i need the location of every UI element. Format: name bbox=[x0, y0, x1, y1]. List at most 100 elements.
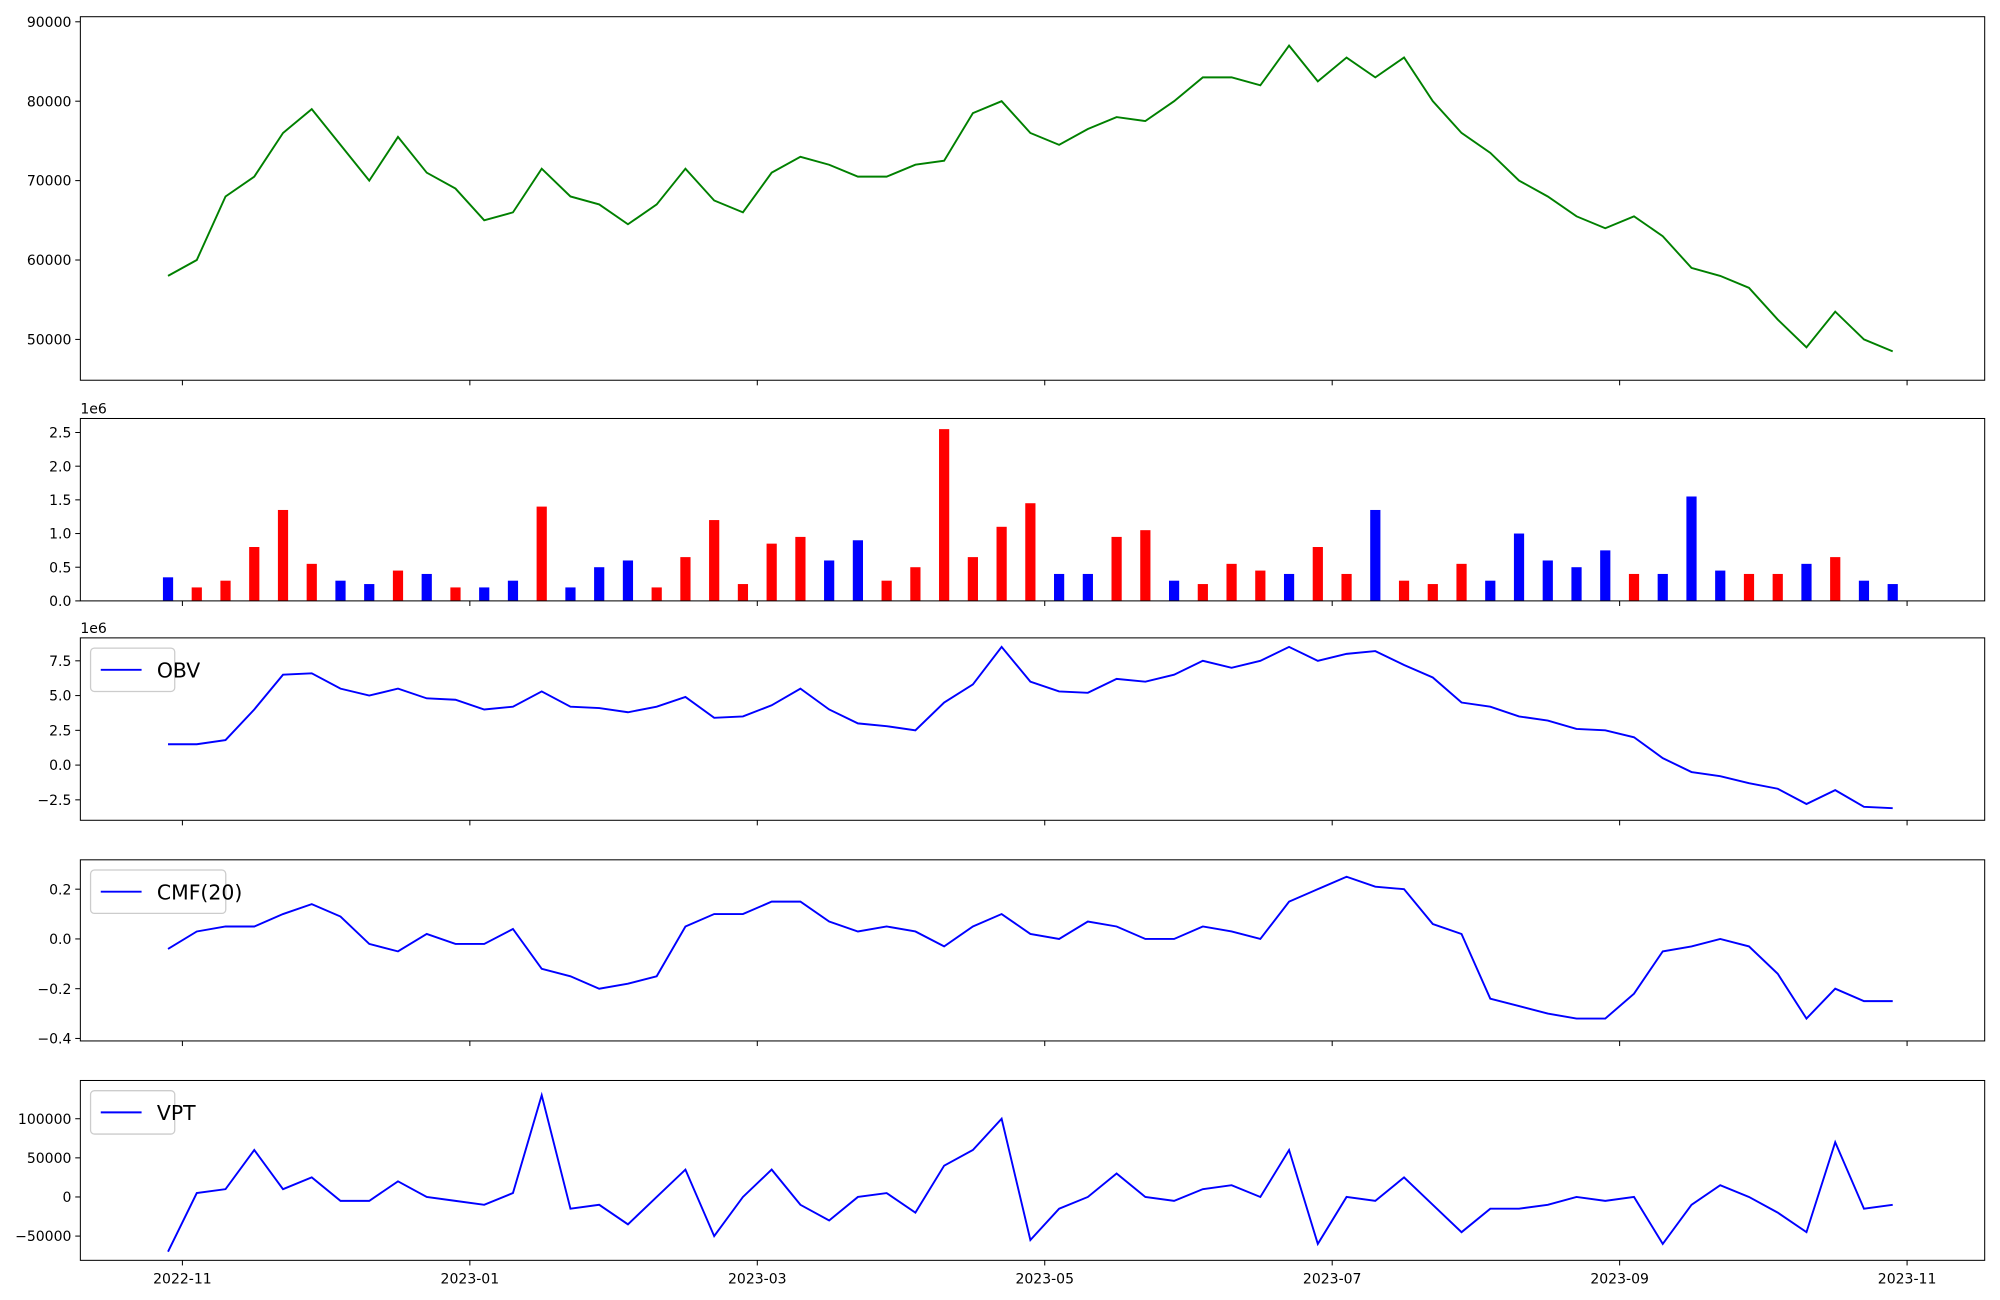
bar bbox=[1197, 584, 1208, 601]
x-tick-label: 2023-07 bbox=[1303, 1271, 1362, 1287]
y-tick-label: 70000 bbox=[27, 174, 72, 190]
bar bbox=[306, 563, 317, 601]
bar bbox=[1226, 563, 1237, 601]
panel-frame bbox=[79, 16, 1986, 381]
x-tick-label: 2023-09 bbox=[1590, 1271, 1649, 1287]
y-tick-label: 100000 bbox=[18, 1112, 72, 1128]
line-series bbox=[167, 44, 1894, 353]
bar bbox=[1887, 584, 1898, 601]
bar bbox=[737, 584, 749, 601]
bar bbox=[939, 429, 950, 601]
bar bbox=[1370, 509, 1381, 601]
bar bbox=[1341, 573, 1352, 601]
bar bbox=[680, 557, 691, 601]
bar bbox=[220, 580, 231, 601]
bar bbox=[1600, 550, 1611, 601]
y-tick-label: 1.5 bbox=[49, 493, 71, 509]
bar bbox=[709, 520, 720, 601]
y-tick-label: 0.0 bbox=[49, 932, 71, 948]
bar bbox=[479, 587, 490, 601]
bar bbox=[1025, 503, 1036, 601]
bar bbox=[795, 536, 806, 601]
y-tick-label: 50000 bbox=[27, 1151, 72, 1167]
bar bbox=[1082, 573, 1093, 601]
y-tick-label: 5.0 bbox=[49, 689, 71, 705]
bar bbox=[1743, 573, 1755, 601]
line-series bbox=[167, 875, 1893, 1021]
bar bbox=[1801, 563, 1812, 601]
line-series bbox=[167, 1091, 1893, 1253]
panel-frame bbox=[79, 417, 1986, 602]
y-tick-label: 60000 bbox=[27, 253, 72, 269]
bar bbox=[1513, 533, 1525, 601]
bar bbox=[536, 506, 547, 601]
bar bbox=[1255, 570, 1266, 601]
x-tick-label: 2023-11 bbox=[1878, 1271, 1937, 1287]
y-tick-label: 50000 bbox=[27, 333, 72, 349]
y-tick-label: −0.4 bbox=[37, 1032, 71, 1048]
bar bbox=[1715, 570, 1726, 601]
offset-label: 1e6 bbox=[80, 621, 107, 637]
bar bbox=[249, 547, 260, 601]
bar bbox=[335, 580, 346, 601]
y-tick-label: 2.5 bbox=[49, 426, 71, 442]
bar bbox=[996, 526, 1007, 601]
bar bbox=[1283, 573, 1295, 601]
bar bbox=[824, 560, 835, 601]
bar bbox=[1054, 573, 1065, 601]
legend-label: VPT bbox=[157, 1101, 196, 1125]
bar bbox=[1571, 567, 1582, 601]
bar bbox=[1140, 530, 1151, 601]
y-tick-label: 2.0 bbox=[49, 459, 71, 475]
x-tick-label: 2023-05 bbox=[1015, 1271, 1074, 1287]
bar bbox=[1858, 580, 1870, 601]
bar bbox=[421, 573, 432, 601]
bar bbox=[507, 580, 519, 601]
bar bbox=[1542, 560, 1553, 601]
bar bbox=[1830, 557, 1841, 601]
bar bbox=[1111, 536, 1122, 601]
bar bbox=[967, 557, 978, 601]
y-tick-label: 7.5 bbox=[49, 654, 71, 670]
panel-frame bbox=[79, 637, 1986, 821]
bar bbox=[1485, 580, 1496, 601]
x-tick-label: 2023-03 bbox=[728, 1271, 787, 1287]
x-tick-label: 2023-01 bbox=[441, 1271, 500, 1287]
y-tick-label: −2.5 bbox=[37, 793, 71, 809]
bar bbox=[1456, 563, 1467, 601]
legend-box bbox=[89, 869, 227, 915]
bar bbox=[1312, 547, 1323, 601]
y-tick-label: 80000 bbox=[27, 94, 72, 110]
y-tick-label: 0.5 bbox=[49, 560, 71, 576]
line-series bbox=[168, 645, 1893, 810]
bar bbox=[162, 577, 174, 601]
bar bbox=[392, 570, 404, 601]
bar bbox=[594, 567, 605, 601]
bar bbox=[450, 587, 461, 601]
legend-label: CMF(20) bbox=[157, 880, 242, 904]
bar bbox=[1628, 573, 1640, 601]
y-tick-label: −0.2 bbox=[37, 982, 71, 998]
bar bbox=[622, 560, 634, 601]
x-tick-label: 2022-11 bbox=[153, 1271, 212, 1287]
y-tick-label: 0 bbox=[63, 1190, 72, 1206]
legend-label: OBV bbox=[157, 658, 200, 682]
y-tick-label: 0.0 bbox=[49, 758, 71, 774]
y-tick-label: −50000 bbox=[15, 1229, 71, 1245]
bar bbox=[1427, 584, 1438, 601]
bar bbox=[910, 567, 921, 601]
panel-frame bbox=[79, 1079, 1986, 1261]
y-tick-label: 90000 bbox=[27, 15, 72, 31]
bar bbox=[1772, 573, 1783, 601]
bar bbox=[1657, 573, 1668, 601]
bar bbox=[277, 509, 289, 601]
y-tick-label: 1.0 bbox=[49, 527, 71, 543]
bar bbox=[1398, 580, 1410, 601]
offset-label: 1e6 bbox=[80, 401, 107, 417]
y-tick-label: 0.0 bbox=[49, 594, 71, 610]
y-tick-label: 2.5 bbox=[49, 723, 71, 739]
bar bbox=[766, 543, 777, 601]
bar bbox=[852, 540, 864, 601]
